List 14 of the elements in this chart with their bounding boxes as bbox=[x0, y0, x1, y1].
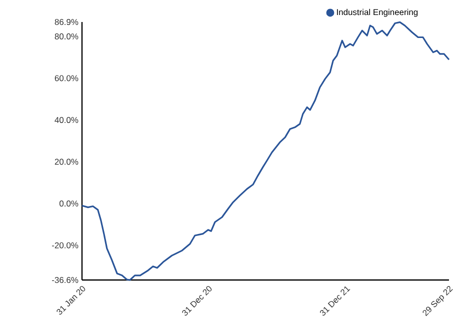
x-tick-label: 31 Dec 20 bbox=[182, 286, 212, 316]
y-tick-label: 20.0% bbox=[54, 158, 78, 165]
line-series bbox=[81, 21, 450, 281]
y-tick-label: 0.0% bbox=[60, 200, 78, 207]
y-tick-label: 60.0% bbox=[54, 75, 78, 82]
y-tick-label: 80.0% bbox=[54, 33, 78, 40]
y-tick-label: -20.0% bbox=[52, 242, 78, 248]
y-tick-label: 40.0% bbox=[54, 116, 78, 123]
x-tick-label: 31 Dec 21 bbox=[320, 286, 350, 316]
y-tick-label: 86.9% bbox=[54, 19, 78, 25]
legend-label: Industrial Engineering bbox=[336, 8, 418, 17]
x-tick-label: 29 Sep 22 bbox=[422, 286, 453, 316]
x-tick-label: 31 Jan 20 bbox=[56, 286, 86, 315]
y-tick-label: -36.6% bbox=[52, 277, 78, 283]
